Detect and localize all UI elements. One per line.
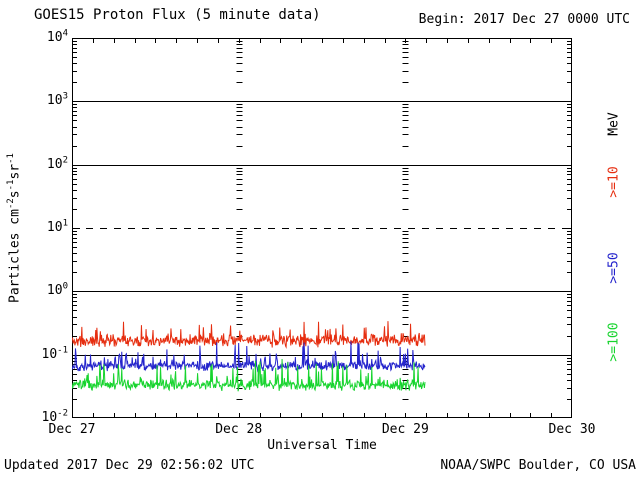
begin-time-label: Begin: 2017 Dec 27 0000 UTC (418, 12, 630, 27)
trace-50mev (72, 341, 426, 373)
plot-border (72, 38, 572, 418)
y-tick-label: 10-2 (41, 408, 69, 425)
y-tick-label: 104 (46, 28, 68, 45)
legend-mev-unit-label: MeV (606, 112, 622, 136)
y-tick-label: 10-1 (41, 345, 69, 362)
y-tick-label: 101 (46, 218, 68, 235)
y-tick-label: 100 (46, 282, 68, 299)
y-axis-title: Particles cm-2s-1sr-1 (6, 153, 23, 303)
trace-100mev (72, 358, 426, 392)
legend-ge10mev-label: >=10 (606, 166, 622, 198)
x-tick-dec27: Dec 27 (48, 422, 96, 437)
x-tick-dec29: Dec 29 (381, 422, 429, 437)
y-tick-label: 103 (46, 92, 68, 109)
proton-flux-plot (72, 38, 572, 418)
updated-timestamp: Updated 2017 Dec 29 02:56:02 UTC (4, 458, 255, 473)
y-tick-label: 102 (46, 155, 68, 172)
x-axis-title: Universal Time (267, 438, 377, 453)
chart-title: GOES15 Proton Flux (5 minute data) (34, 7, 321, 23)
legend-ge100mev-label: >=100 (606, 322, 622, 362)
noaa-swpc-credit: NOAA/SWPC Boulder, CO USA (440, 458, 636, 473)
x-tick-dec30: Dec 30 (548, 422, 596, 437)
legend-ge50mev-label: >=50 (606, 252, 622, 284)
trace-10mev (72, 321, 426, 350)
x-tick-dec28: Dec 28 (215, 422, 263, 437)
